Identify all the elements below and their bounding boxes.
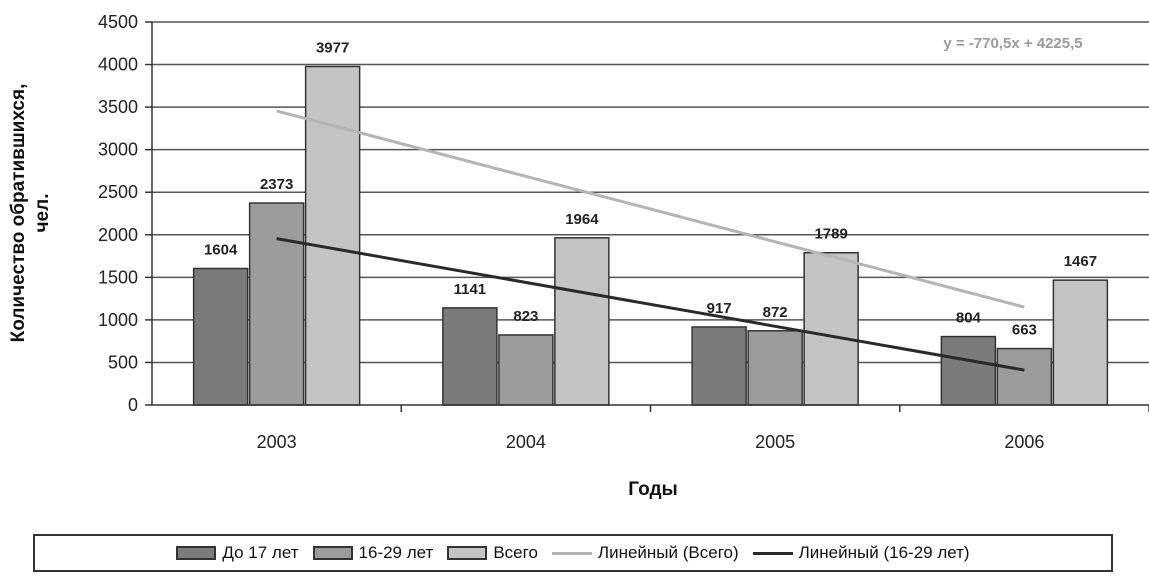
legend-item: Линейный (16-29 лет) bbox=[752, 543, 970, 563]
trendline bbox=[276, 109, 1025, 309]
legend-swatch bbox=[176, 546, 217, 560]
data-labels: 1604 2373 3977 1141 823 1964 917 872 1789 804 663 1… bbox=[204, 40, 1097, 339]
legend-item: Всего bbox=[447, 543, 538, 563]
legend-label: Всего bbox=[493, 543, 538, 562]
y-tick-label: 500 bbox=[108, 352, 138, 372]
y-tick-label: 2000 bbox=[98, 225, 138, 245]
x-tick-label: 2003 bbox=[257, 432, 297, 452]
data-label: 1964 bbox=[565, 211, 599, 228]
x-axis-title: Годы bbox=[628, 479, 677, 500]
legend-label: 16-29 лет bbox=[358, 543, 434, 562]
y-tick-label: 2500 bbox=[98, 182, 138, 202]
data-label: 872 bbox=[763, 304, 788, 321]
y-tick-label: 3500 bbox=[98, 97, 138, 117]
y-axis-title: Количество обратившихся, чел. bbox=[8, 84, 53, 343]
data-label: 1467 bbox=[1064, 253, 1097, 270]
x-tick-label: 2005 bbox=[755, 432, 795, 452]
bar bbox=[1052, 279, 1109, 406]
chart: 0 500 1000 1500 2000 2500 3000 3500 4000 4500 2003… bbox=[8, 12, 1149, 500]
trendlines bbox=[276, 109, 1025, 372]
data-label: 804 bbox=[956, 310, 982, 327]
x-tick-label: 2006 bbox=[1004, 432, 1044, 452]
bar bbox=[691, 326, 747, 406]
trendline bbox=[276, 237, 1025, 372]
bar bbox=[747, 330, 803, 406]
legend-label: До 17 лет bbox=[222, 543, 299, 562]
legend-swatch bbox=[312, 546, 353, 560]
data-label: 1604 bbox=[204, 241, 238, 258]
data-label: 823 bbox=[513, 308, 538, 325]
bar bbox=[996, 347, 1053, 406]
data-label: 1789 bbox=[814, 226, 847, 243]
bars bbox=[192, 65, 1109, 406]
data-label: 2373 bbox=[260, 176, 293, 193]
legend-line bbox=[551, 551, 592, 555]
legend-swatch bbox=[447, 546, 488, 560]
x-tick-label: 2004 bbox=[506, 432, 546, 452]
y-tick-label: 1500 bbox=[98, 267, 138, 287]
bar bbox=[498, 334, 554, 406]
y-tick-label: 4500 bbox=[98, 12, 138, 32]
bar bbox=[248, 202, 305, 406]
bar bbox=[554, 237, 610, 406]
bar bbox=[192, 267, 249, 406]
bar bbox=[304, 65, 361, 406]
legend: До 17 лет 16-29 лет Всего Линейный (Всего) Л… bbox=[33, 534, 1113, 572]
legend-item: 16-29 лет bbox=[312, 543, 434, 563]
legend-label: Линейный (Всего) bbox=[597, 543, 739, 562]
y-tick-label: 0 bbox=[128, 395, 138, 415]
legend-item: До 17 лет bbox=[176, 543, 299, 563]
bar bbox=[442, 307, 498, 406]
axes: 0 500 1000 1500 2000 2500 3000 3500 4000 4500 2003… bbox=[98, 12, 1149, 452]
y-tick-label: 4000 bbox=[98, 55, 138, 75]
data-label: 917 bbox=[707, 300, 732, 317]
legend-item: Линейный (Всего) bbox=[551, 543, 739, 563]
data-label: 663 bbox=[1012, 322, 1037, 339]
trend-equation: y = -770,5x + 4225,5 bbox=[943, 35, 1082, 52]
legend-line bbox=[752, 551, 793, 555]
data-label: 3977 bbox=[316, 40, 349, 57]
bar bbox=[940, 335, 997, 406]
y-tick-label: 1000 bbox=[98, 310, 138, 330]
data-label: 1141 bbox=[454, 281, 487, 298]
bar bbox=[803, 251, 859, 406]
y-tick-label: 3000 bbox=[98, 140, 138, 160]
legend-label: Линейный (16-29 лет) bbox=[798, 543, 970, 562]
